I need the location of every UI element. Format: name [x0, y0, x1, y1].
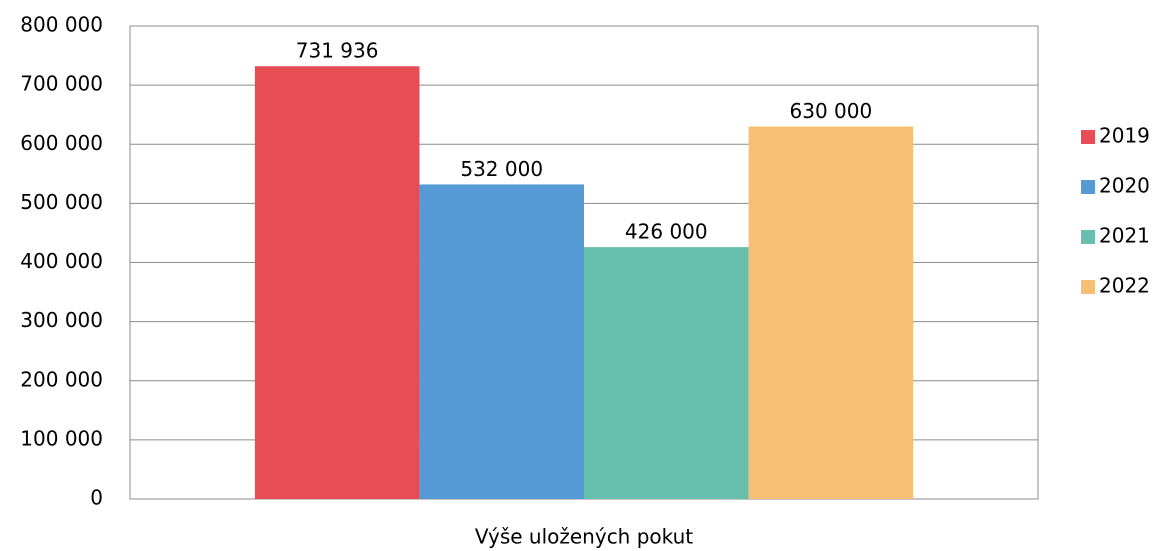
- data-label: 731 936: [296, 39, 379, 63]
- y-tick-label: 600 000: [20, 131, 103, 155]
- data-label: 532 000: [460, 157, 543, 181]
- y-tick-label: 0: [90, 486, 103, 510]
- y-tick-label: 200 000: [20, 367, 103, 391]
- legend-swatch: [1081, 230, 1095, 244]
- y-tick-label: 800 000: [20, 13, 103, 37]
- data-label: 630 000: [790, 99, 873, 123]
- data-label: 426 000: [625, 220, 708, 244]
- legend-swatch: [1081, 130, 1095, 144]
- x-tick-label: Výše uložených pokut: [475, 525, 693, 549]
- y-tick-label: 400 000: [20, 249, 103, 273]
- y-tick-label: 700 000: [20, 72, 103, 96]
- bar: [254, 66, 420, 499]
- y-tick-label: 100 000: [20, 426, 103, 450]
- y-tick-label: 500 000: [20, 190, 103, 214]
- legend-label: 2021: [1099, 224, 1150, 248]
- bar: [584, 247, 749, 499]
- legend-swatch: [1081, 280, 1095, 294]
- y-tick-label: 300 000: [20, 308, 103, 332]
- legend-label: 2022: [1099, 274, 1150, 298]
- bar: [748, 126, 914, 499]
- legend-label: 2020: [1099, 174, 1150, 198]
- legend-swatch: [1081, 180, 1095, 194]
- bar: [419, 184, 584, 499]
- legend-label: 2019: [1099, 124, 1150, 148]
